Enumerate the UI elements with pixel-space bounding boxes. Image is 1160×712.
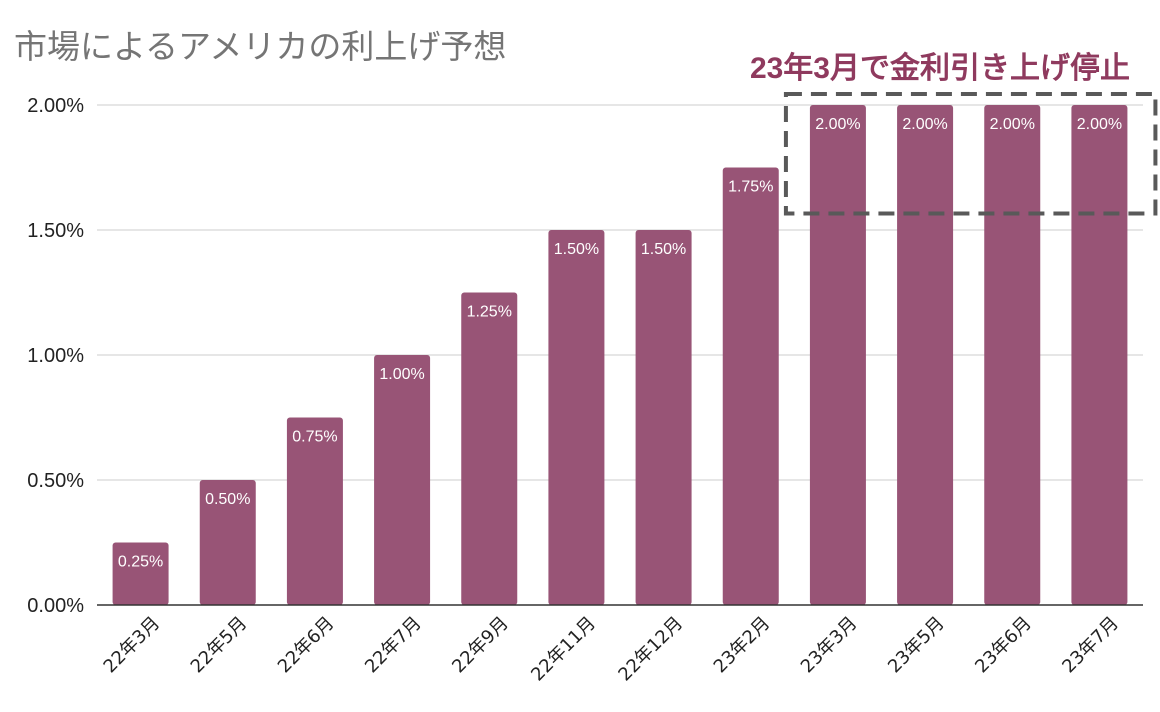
chart-annotation: 23年3月で金利引き上げ停止 xyxy=(750,51,1130,85)
gridlines xyxy=(97,104,1143,481)
bar xyxy=(548,230,605,605)
x-tick-label: 22年12月 xyxy=(614,613,687,686)
y-tick-label: 0.00% xyxy=(27,595,84,617)
bar xyxy=(374,355,431,605)
x-tick-label: 23年5月 xyxy=(884,613,949,678)
y-tick-label: 2.00% xyxy=(27,95,84,117)
x-tick-label: 23年3月 xyxy=(797,613,862,678)
data-label: 1.50% xyxy=(554,241,599,258)
bar xyxy=(1071,105,1128,605)
data-label: 1.75% xyxy=(728,179,773,196)
bar xyxy=(112,542,169,605)
bar xyxy=(722,167,779,605)
data-label: 1.00% xyxy=(379,366,424,383)
bar xyxy=(461,292,518,605)
x-axis-ticks: 22年3月 22年5月 22年6月 22年7月 22年9月 22年11月 22年12月 23年… xyxy=(100,613,1123,686)
x-tick-label: 23年2月 xyxy=(710,613,775,678)
y-tick-label: 1.00% xyxy=(27,345,84,367)
x-tick-label: 22年11月 xyxy=(527,613,600,686)
x-tick-label: 22年7月 xyxy=(361,613,426,678)
y-axis-ticks: 0.00% 0.50% 1.00% 1.50% 2.00% xyxy=(27,95,84,617)
x-tick-label: 22年6月 xyxy=(274,613,339,678)
bar xyxy=(635,230,692,605)
data-label: 0.50% xyxy=(205,491,250,508)
x-tick-label: 22年5月 xyxy=(187,613,252,678)
bar xyxy=(897,105,954,605)
x-tick-label: 23年7月 xyxy=(1058,613,1123,678)
bar xyxy=(286,417,343,605)
bar xyxy=(199,480,256,605)
x-tick-label: 23年6月 xyxy=(971,613,1036,678)
data-label: 0.75% xyxy=(292,429,337,446)
bars xyxy=(112,105,1128,605)
chart-title: 市場によるアメリカの利上げ予想 xyxy=(14,27,506,66)
y-tick-label: 0.50% xyxy=(27,470,84,492)
data-label: 2.00% xyxy=(815,116,860,133)
bar xyxy=(984,105,1041,605)
x-tick-label: 22年9月 xyxy=(448,613,513,678)
data-label: 2.00% xyxy=(990,116,1035,133)
data-labels: 0.25% 0.50% 0.75% 1.00% 1.25% 1.50% 1.50% 1.75%… xyxy=(118,116,1122,571)
highlight-box xyxy=(783,92,1158,216)
data-label: 1.50% xyxy=(641,241,686,258)
data-label: 2.00% xyxy=(1077,116,1122,133)
data-label: 2.00% xyxy=(902,116,947,133)
bar xyxy=(809,105,866,605)
data-label: 0.25% xyxy=(118,554,163,571)
y-tick-label: 1.50% xyxy=(27,220,84,242)
data-label: 1.25% xyxy=(467,304,512,321)
x-tick-label: 22年3月 xyxy=(100,613,165,678)
